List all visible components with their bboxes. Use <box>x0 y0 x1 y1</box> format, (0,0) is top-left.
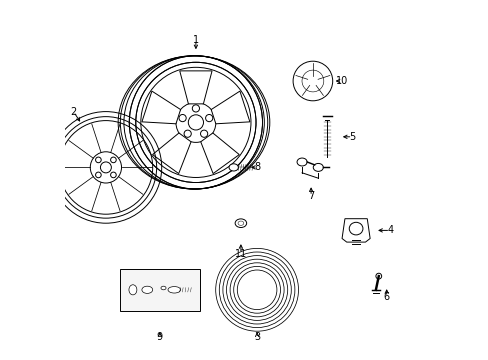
Circle shape <box>95 172 101 178</box>
Circle shape <box>205 114 212 122</box>
Circle shape <box>95 157 101 163</box>
Circle shape <box>110 172 116 178</box>
Polygon shape <box>152 133 191 174</box>
Ellipse shape <box>129 285 137 295</box>
Text: 4: 4 <box>386 225 392 235</box>
Text: 1: 1 <box>192 35 199 45</box>
Text: 3: 3 <box>254 332 260 342</box>
Ellipse shape <box>296 158 306 166</box>
Text: 8: 8 <box>254 162 260 172</box>
Circle shape <box>110 157 116 163</box>
Ellipse shape <box>228 164 238 171</box>
Polygon shape <box>200 133 239 174</box>
Text: 5: 5 <box>348 132 355 142</box>
Text: 2: 2 <box>70 107 77 117</box>
Text: 7: 7 <box>307 191 314 201</box>
Ellipse shape <box>348 222 362 235</box>
Circle shape <box>179 114 186 122</box>
Circle shape <box>375 273 381 279</box>
Circle shape <box>183 130 191 137</box>
Bar <box>120 269 199 310</box>
Text: 10: 10 <box>335 76 347 86</box>
Text: 6: 6 <box>383 292 389 302</box>
Polygon shape <box>342 219 369 242</box>
Ellipse shape <box>168 287 180 293</box>
Polygon shape <box>180 71 212 104</box>
Ellipse shape <box>142 286 152 293</box>
Ellipse shape <box>235 219 246 228</box>
Polygon shape <box>211 91 249 124</box>
Text: 9: 9 <box>157 332 163 342</box>
Text: 11: 11 <box>234 249 246 259</box>
Ellipse shape <box>313 163 323 171</box>
Ellipse shape <box>161 286 166 290</box>
Circle shape <box>292 61 332 101</box>
Circle shape <box>200 130 207 137</box>
Polygon shape <box>142 91 180 124</box>
Circle shape <box>192 105 199 112</box>
